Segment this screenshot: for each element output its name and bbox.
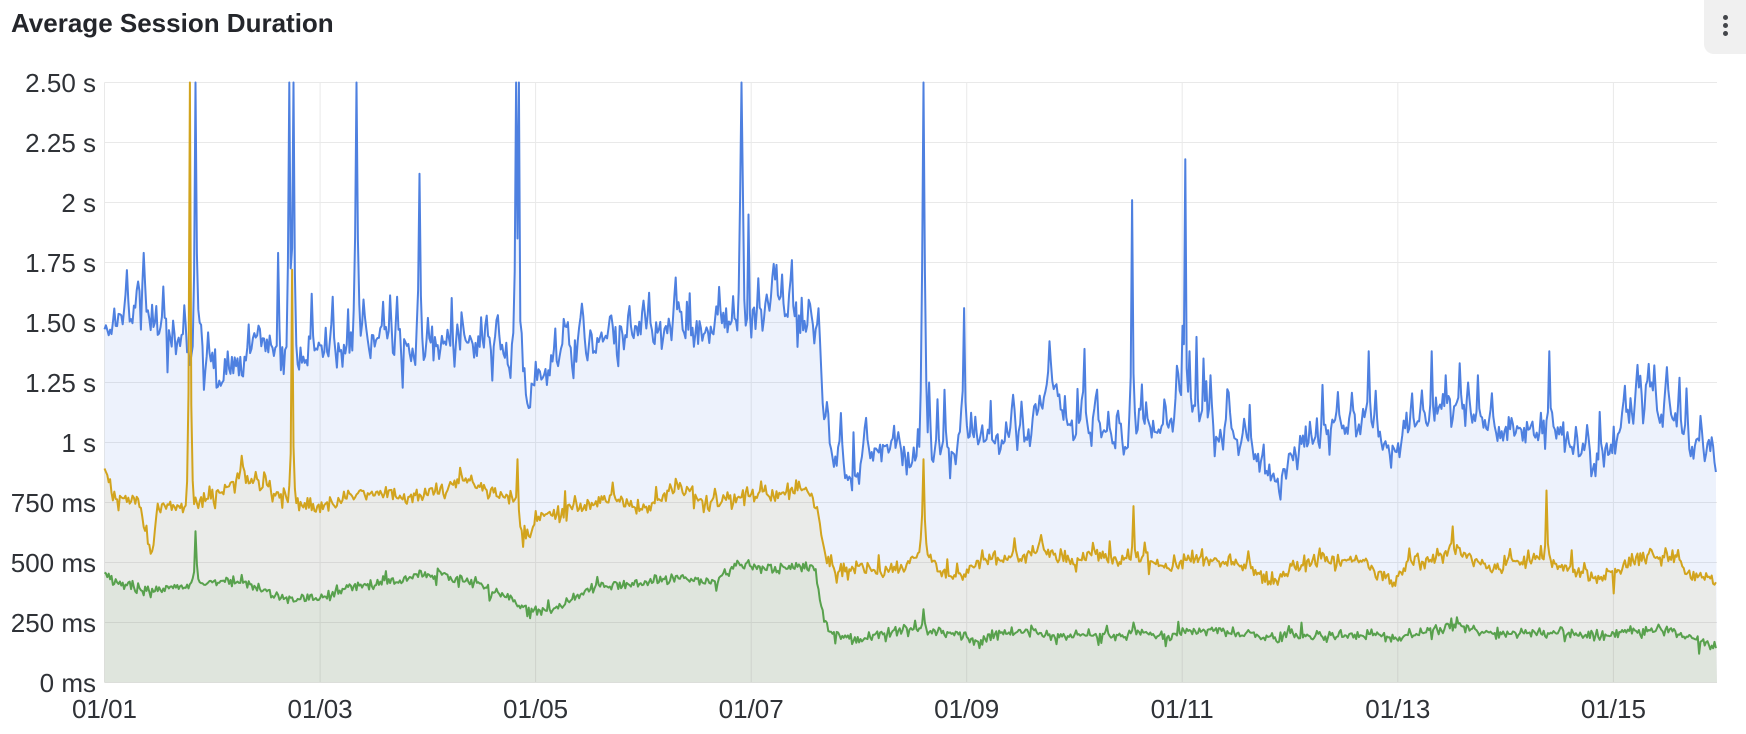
svg-text:2 s: 2 s <box>61 188 96 218</box>
svg-text:750 ms: 750 ms <box>11 488 96 518</box>
svg-text:2.25 s: 2.25 s <box>25 128 96 158</box>
svg-text:500 ms: 500 ms <box>11 548 96 578</box>
svg-text:1.75 s: 1.75 s <box>25 248 96 278</box>
svg-text:0 ms: 0 ms <box>40 668 96 698</box>
svg-text:1 s: 1 s <box>61 428 96 458</box>
svg-text:01/15: 01/15 <box>1581 694 1646 724</box>
svg-text:250 ms: 250 ms <box>11 608 96 638</box>
svg-text:1.50 s: 1.50 s <box>25 308 96 338</box>
svg-text:01/07: 01/07 <box>719 694 784 724</box>
svg-text:01/01: 01/01 <box>72 694 137 724</box>
svg-text:01/03: 01/03 <box>288 694 353 724</box>
svg-text:01/11: 01/11 <box>1151 694 1214 724</box>
svg-text:2.50 s: 2.50 s <box>25 68 96 98</box>
svg-text:01/13: 01/13 <box>1365 694 1430 724</box>
svg-text:01/09: 01/09 <box>934 694 999 724</box>
svg-text:1.25 s: 1.25 s <box>25 368 96 398</box>
svg-text:01/05: 01/05 <box>503 694 568 724</box>
